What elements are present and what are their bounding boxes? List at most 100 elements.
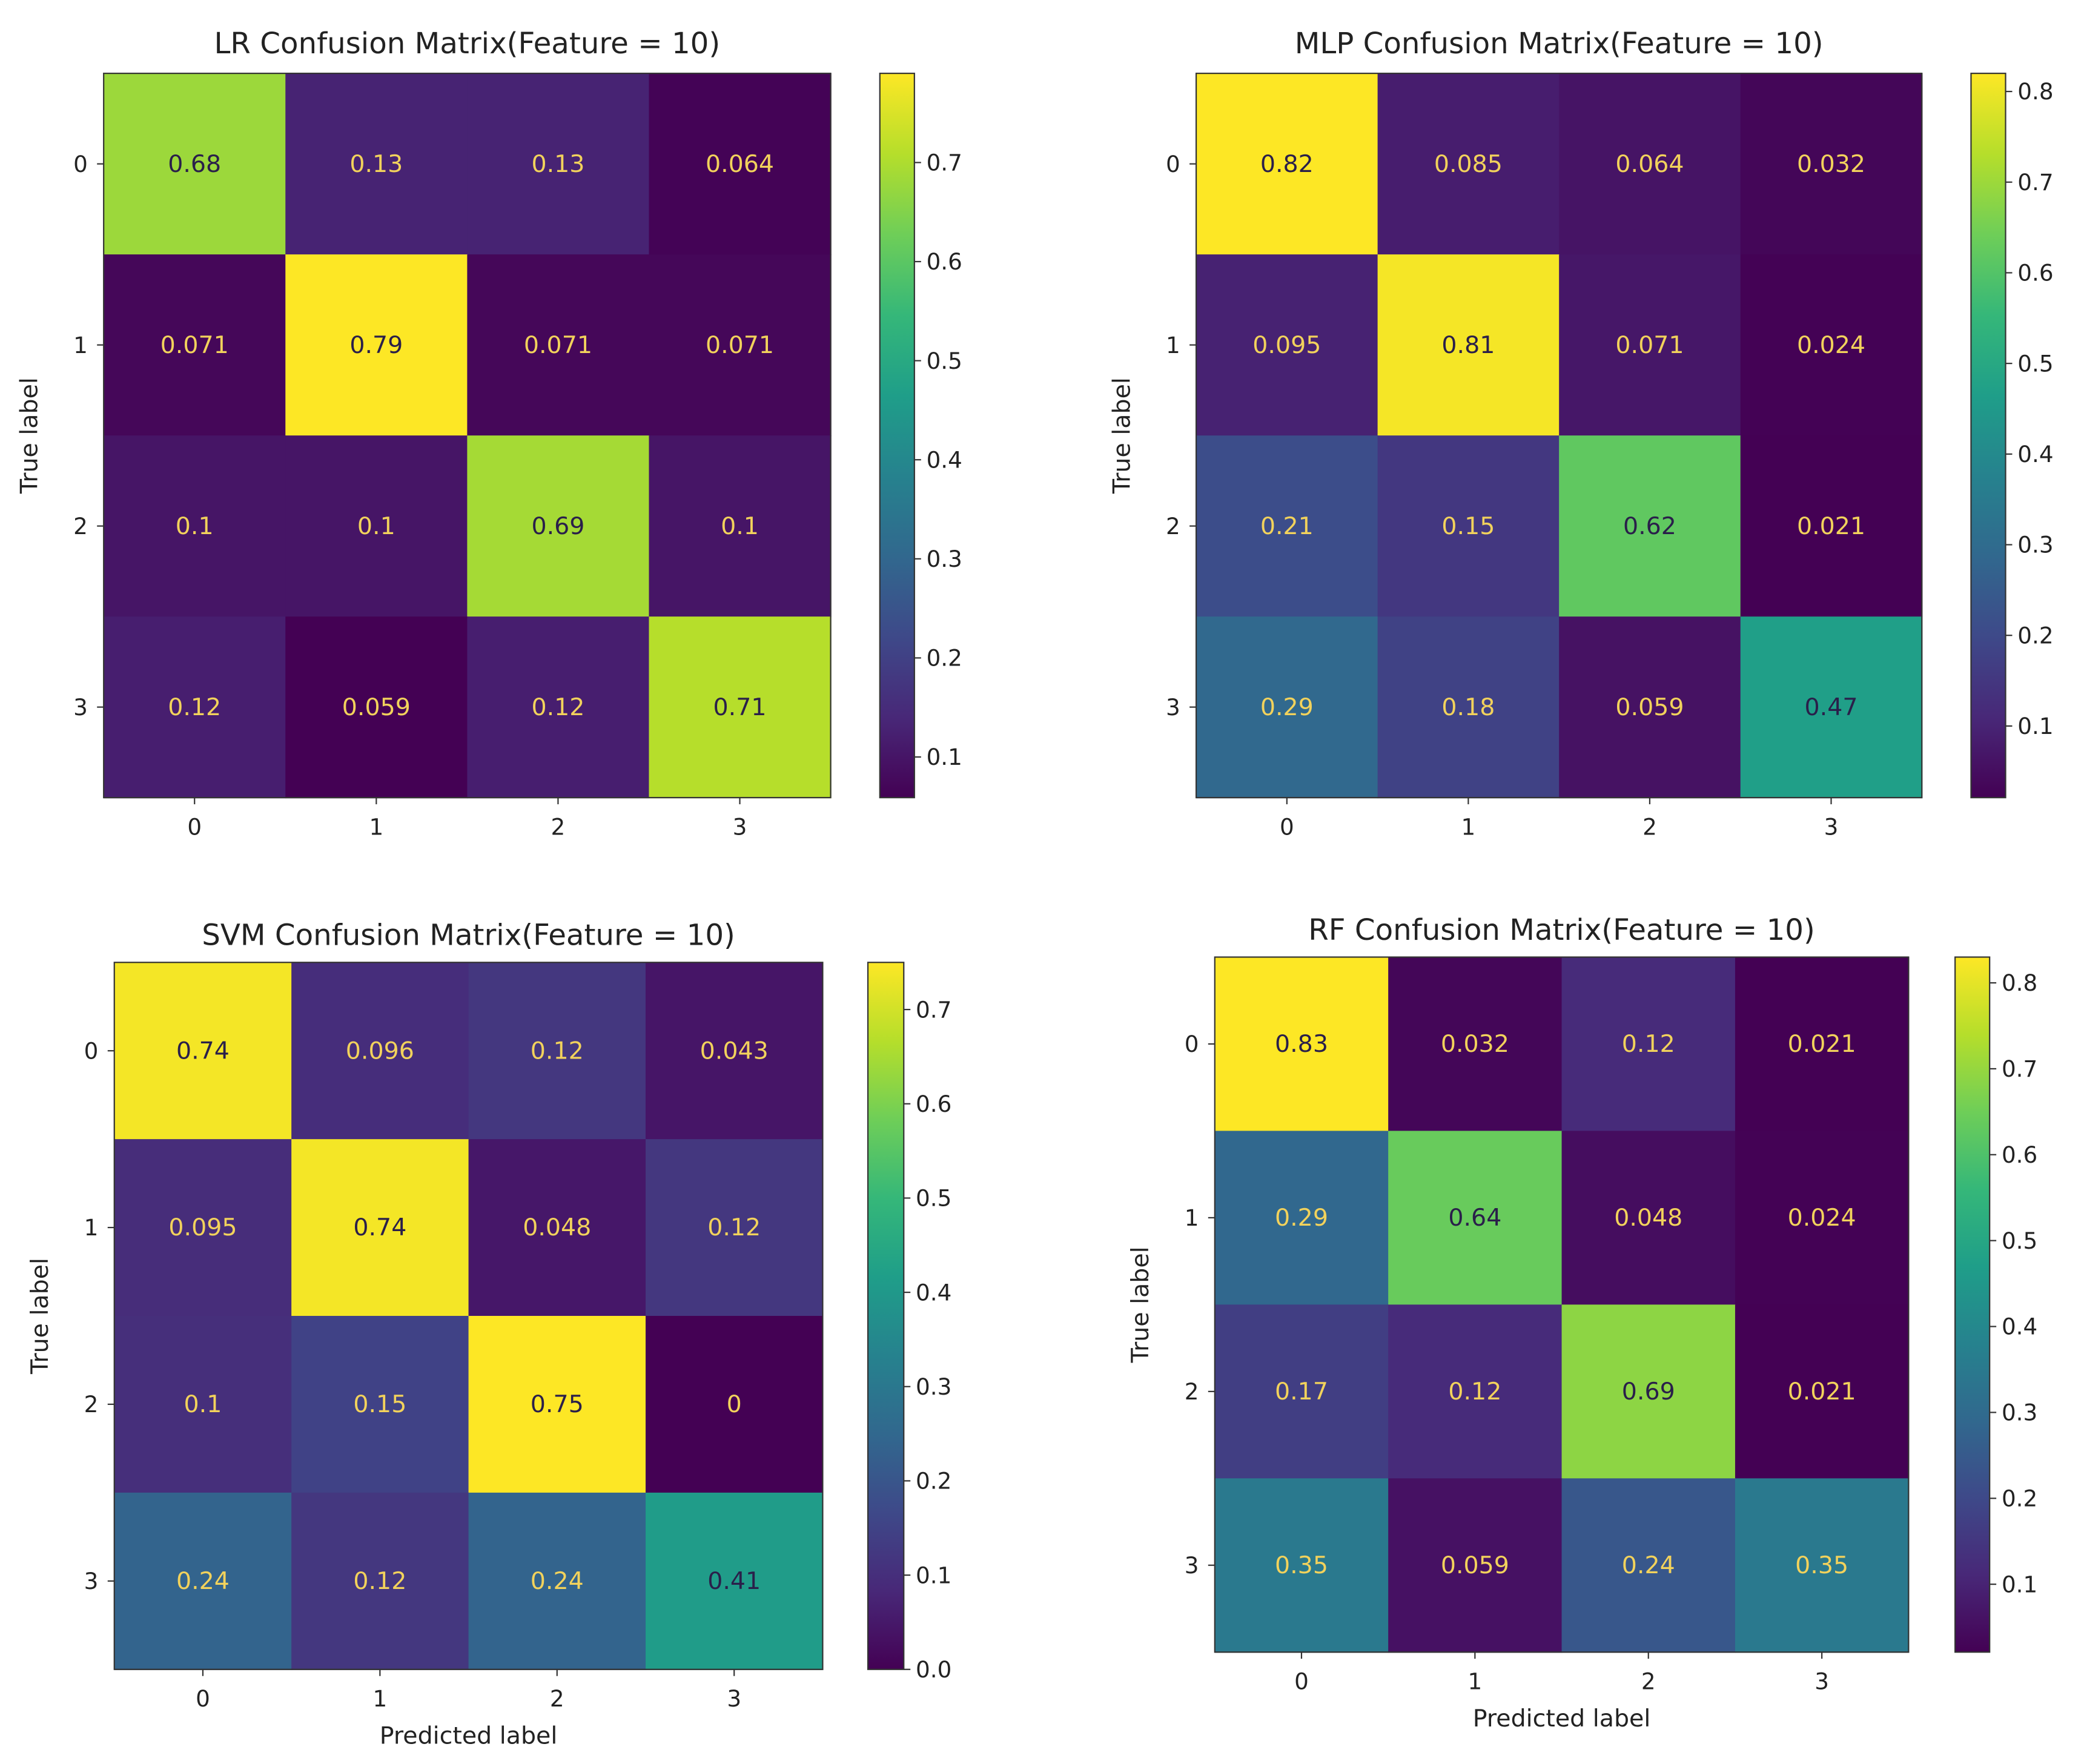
heatmap-cell xyxy=(1196,435,1378,618)
heatmap-cell xyxy=(1735,1478,1910,1653)
cell-value-label: 0.75 xyxy=(531,1390,584,1418)
heatmap-cell xyxy=(1214,1478,1389,1653)
heatmap-cell xyxy=(1735,1304,1910,1479)
cell-value-label: 0.12 xyxy=(1448,1378,1501,1406)
cell-value-label: 0.071 xyxy=(1615,331,1684,359)
colorbar-tick-label: 0.8 xyxy=(2002,970,2037,996)
cell-value-label: 0.35 xyxy=(1795,1551,1848,1579)
heatmap-cell xyxy=(1377,73,1560,256)
x-tick-label: 3 xyxy=(1824,814,1839,841)
heatmap-cell xyxy=(1559,435,1741,618)
heatmap-cell xyxy=(467,254,650,437)
heatmap-cell xyxy=(649,73,832,256)
cell-value-label: 0.059 xyxy=(1441,1551,1509,1579)
colorbar-tick-label: 0.3 xyxy=(2002,1399,2037,1426)
cell-value-label: 0.62 xyxy=(1623,512,1676,540)
y-tick-label: 1 xyxy=(73,332,88,358)
x-tick-label: 3 xyxy=(1814,1668,1829,1695)
cell-value-label: 0.64 xyxy=(1448,1204,1501,1232)
x-axis-label: Predicted label xyxy=(1473,1705,1651,1733)
y-tick-label: 3 xyxy=(1166,694,1180,721)
cell-value-label: 0.79 xyxy=(349,331,403,359)
colorbar xyxy=(867,962,905,1670)
cell-value-label: 0.35 xyxy=(1275,1551,1328,1579)
cell-value-label: 0.12 xyxy=(531,1037,584,1065)
x-tick-label: 2 xyxy=(1641,1668,1656,1695)
y-tick-label: 0 xyxy=(1166,151,1180,177)
cell-value-label: 0.68 xyxy=(168,150,221,178)
colorbar-tick-label: 0.6 xyxy=(2017,260,2053,286)
colorbar xyxy=(1954,956,1991,1653)
cell-value-label: 0.24 xyxy=(1622,1551,1675,1579)
cell-value-label: 0.82 xyxy=(1260,150,1314,178)
colorbar-tick-label: 0.0 xyxy=(916,1656,951,1683)
cell-value-label: 0.059 xyxy=(1615,693,1684,721)
x-tick-label: 0 xyxy=(187,814,202,841)
heatmap-cell xyxy=(645,1316,824,1493)
chart-title: MLP Confusion Matrix(Feature = 10) xyxy=(1295,27,1824,61)
colorbar xyxy=(1970,73,2006,799)
cell-value-label: 0.024 xyxy=(1788,1204,1856,1232)
heatmap-cell xyxy=(467,73,650,256)
cell-value-label: 0.29 xyxy=(1275,1204,1328,1232)
cell-value-label: 0.064 xyxy=(1615,150,1684,178)
cell-value-label: 0.032 xyxy=(1441,1030,1509,1058)
cell-value-label: 0.071 xyxy=(706,331,774,359)
cell-value-label: 0.29 xyxy=(1260,693,1314,721)
cell-value-label: 0.071 xyxy=(160,331,229,359)
cell-value-label: 0.024 xyxy=(1797,331,1865,359)
cell-value-label: 0.74 xyxy=(176,1037,230,1065)
heatmap-cell xyxy=(468,1492,647,1670)
heatmap-cell xyxy=(1377,254,1560,437)
heatmap-cell xyxy=(1377,616,1560,799)
heatmap-cell xyxy=(1559,73,1741,256)
heatmap-cell xyxy=(1196,254,1378,437)
y-tick-label: 2 xyxy=(84,1391,99,1418)
heatmap-cell xyxy=(291,1316,469,1493)
heatmap-cell xyxy=(114,1139,293,1317)
x-tick-label: 0 xyxy=(1294,1668,1309,1695)
colorbar-tick-label: 0.5 xyxy=(916,1185,951,1212)
y-tick-label: 3 xyxy=(1185,1552,1199,1579)
colorbar-tick-label: 0.7 xyxy=(916,996,951,1023)
heatmap-cell xyxy=(1377,435,1560,618)
colorbar-tick-label: 0.4 xyxy=(916,1279,951,1306)
y-tick-label: 2 xyxy=(1185,1378,1199,1405)
heatmap-cell xyxy=(1214,957,1389,1132)
heatmap-cell xyxy=(104,254,286,437)
colorbar-tick-label: 0.2 xyxy=(2017,622,2053,649)
cell-value-label: 0.021 xyxy=(1788,1378,1856,1406)
chart-title: LR Confusion Matrix(Feature = 10) xyxy=(214,27,720,61)
heatmap-cell xyxy=(1561,1131,1736,1306)
confusion-matrix-panel-2: SVM Confusion Matrix(Feature = 10) 0.74 0.… xyxy=(26,919,951,1750)
chart-title: SVM Confusion Matrix(Feature = 10) xyxy=(202,919,735,953)
heatmap-cell xyxy=(1388,1304,1563,1479)
confusion-matrix-panel-0: LR Confusion Matrix(Feature = 10) 0.68 0.1… xyxy=(15,27,962,840)
x-tick-label: 1 xyxy=(369,814,383,841)
cell-value-label: 0.032 xyxy=(1797,150,1865,178)
y-tick-label: 0 xyxy=(84,1037,99,1064)
colorbar xyxy=(879,73,915,799)
heatmap-cell xyxy=(467,435,650,618)
cell-value-label: 0.12 xyxy=(168,693,221,721)
heatmap-cell xyxy=(114,962,293,1140)
plot-frame xyxy=(1195,73,1923,799)
cell-value-label: 0.41 xyxy=(707,1567,761,1595)
y-tick-label: 2 xyxy=(1166,513,1180,540)
heatmap-cell xyxy=(1388,1131,1563,1306)
heatmap-cell xyxy=(1561,1304,1736,1479)
cell-value-label: 0.69 xyxy=(1622,1378,1675,1406)
heatmap-cell xyxy=(645,1492,824,1670)
cell-value-label: 0.021 xyxy=(1788,1030,1856,1058)
cell-value-label: 0.1 xyxy=(184,1390,222,1418)
cell-value-label: 0.81 xyxy=(1441,331,1495,359)
confusion-matrix-panel-1: MLP Confusion Matrix(Feature = 10) 0.82 0.… xyxy=(1108,27,2053,840)
cell-value-label: 0.24 xyxy=(531,1567,584,1595)
cell-value-label: 0.12 xyxy=(1622,1030,1675,1058)
colorbar-tick-label: 0.1 xyxy=(927,744,962,770)
colorbar-tick-label: 0.4 xyxy=(927,446,962,473)
colorbar-tick-label: 0.2 xyxy=(927,645,962,672)
heatmap-cell xyxy=(467,616,650,799)
heatmap-cell xyxy=(291,1139,469,1317)
colorbar-tick-label: 0.3 xyxy=(2017,532,2053,558)
